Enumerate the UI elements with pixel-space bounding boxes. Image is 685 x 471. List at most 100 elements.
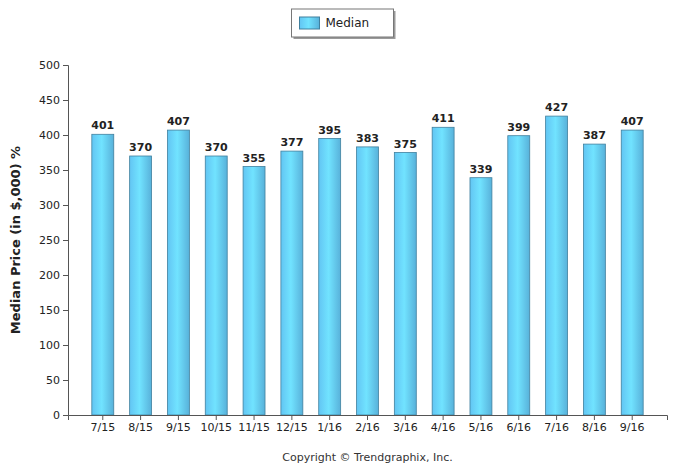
y-tick: 200 <box>39 269 68 282</box>
data-label: 395 <box>318 124 341 137</box>
y-tick: 450 <box>39 94 68 107</box>
data-label: 375 <box>394 138 417 151</box>
y-tick-label: 200 <box>39 269 60 282</box>
y-tick-mark <box>63 240 68 241</box>
x-tick-label: 12/15 <box>276 421 308 434</box>
x-tick: 6/16 <box>506 415 531 434</box>
x-tick-mark <box>178 415 179 420</box>
x-tick: 7/15 <box>90 415 115 434</box>
data-label: 355 <box>243 152 266 165</box>
x-tick-mark <box>443 415 444 420</box>
data-label: 427 <box>545 101 568 114</box>
x-tick: 8/16 <box>582 415 607 434</box>
y-tick-label: 500 <box>39 59 60 72</box>
x-tick-label: 11/15 <box>238 421 270 434</box>
y-tick: 100 <box>39 339 68 352</box>
bar <box>546 116 568 415</box>
x-tick-label: 4/16 <box>431 421 456 434</box>
y-tick-label: 150 <box>39 304 60 317</box>
y-axis-title: Median Price (in $,000) % <box>8 146 23 334</box>
x-tick-label: 1/16 <box>317 421 342 434</box>
bar <box>583 144 605 415</box>
x-tick: 2/16 <box>355 415 380 434</box>
y-tick-mark <box>63 170 68 171</box>
y-tick-mark <box>63 310 68 311</box>
data-label: 339 <box>469 163 492 176</box>
bar <box>357 147 379 415</box>
bar <box>130 156 152 415</box>
data-label: 401 <box>91 119 114 132</box>
y-tick-mark <box>63 135 68 136</box>
data-label: 370 <box>129 141 152 154</box>
data-label: 387 <box>583 129 606 142</box>
bar <box>167 130 189 415</box>
data-label: 383 <box>356 132 379 145</box>
legend-box <box>292 9 394 37</box>
x-tick-mark <box>594 415 595 420</box>
x-tick-mark <box>102 415 103 420</box>
y-tick: 150 <box>39 304 68 317</box>
y-tick-label: 50 <box>46 374 60 387</box>
legend-swatch <box>300 17 320 29</box>
y-tick-label: 250 <box>39 234 60 247</box>
y-tick-label: 100 <box>39 339 60 352</box>
x-tick: 12/15 <box>276 415 308 434</box>
x-tick-label: 7/16 <box>544 421 569 434</box>
x-tick-label: 9/16 <box>620 421 645 434</box>
data-labels: 401 370 407 370 355 377 395 383 375 411 339 399 427 3… <box>91 101 643 176</box>
legend: Median <box>292 9 396 39</box>
bar <box>508 136 530 415</box>
x-tick: 4/16 <box>431 415 456 434</box>
x-tick-label: 2/16 <box>355 421 380 434</box>
x-tick: 3/16 <box>393 415 418 434</box>
bar <box>432 127 454 415</box>
x-tick-mark <box>329 415 330 420</box>
x-tick: 9/15 <box>166 415 191 434</box>
bar <box>205 156 227 415</box>
x-tick-label: 7/15 <box>90 421 115 434</box>
y-tick-mark <box>63 380 68 381</box>
x-tick-mark <box>405 415 406 420</box>
y-tick-mark <box>63 205 68 206</box>
x-axis: 7/15 8/15 9/15 10/15 11/15 12/15 1/16 2/16 3/16 4… <box>69 415 668 434</box>
y-tick-label: 300 <box>39 199 60 212</box>
x-tick-mark <box>518 415 519 420</box>
y-tick: 500 <box>39 59 68 72</box>
x-tick: 5/16 <box>469 415 494 434</box>
y-axis-line <box>63 66 69 416</box>
y-tick: 300 <box>39 199 68 212</box>
data-label: 377 <box>280 136 303 149</box>
y-tick: 50 <box>46 374 68 387</box>
y-tick-mark <box>63 345 68 346</box>
y-axis: 050100150200250300350400450500 <box>39 59 69 422</box>
y-tick: 400 <box>39 129 68 142</box>
bar <box>319 139 341 416</box>
x-tick-mark <box>216 415 217 420</box>
data-label: 370 <box>205 141 228 154</box>
data-label: 407 <box>167 115 190 128</box>
y-tick-mark <box>63 100 68 101</box>
x-tick-label: 5/16 <box>469 421 494 434</box>
data-label: 407 <box>621 115 644 128</box>
data-label: 411 <box>432 112 455 125</box>
data-label: 399 <box>507 121 530 134</box>
bar <box>621 130 643 415</box>
bar <box>394 153 416 416</box>
chart: 401 370 407 370 355 377 395 383 375 411 339 399 427 3… <box>0 0 685 471</box>
x-tick-mark <box>140 415 141 420</box>
x-axis-line <box>69 416 668 421</box>
x-tick-label: 8/15 <box>128 421 153 434</box>
x-tick-mark <box>556 415 557 420</box>
x-tick-label: 8/16 <box>582 421 607 434</box>
y-tick-label: 0 <box>53 409 60 422</box>
x-tick: 7/16 <box>544 415 569 434</box>
x-tick: 8/15 <box>128 415 153 434</box>
y-tick-label: 400 <box>39 129 60 142</box>
y-tick: 250 <box>39 234 68 247</box>
bar <box>243 167 265 416</box>
x-tick-label: 10/15 <box>200 421 232 434</box>
x-tick-label: 6/16 <box>506 421 531 434</box>
bars <box>92 116 643 415</box>
y-tick-mark <box>63 415 68 416</box>
x-tick-label: 3/16 <box>393 421 418 434</box>
